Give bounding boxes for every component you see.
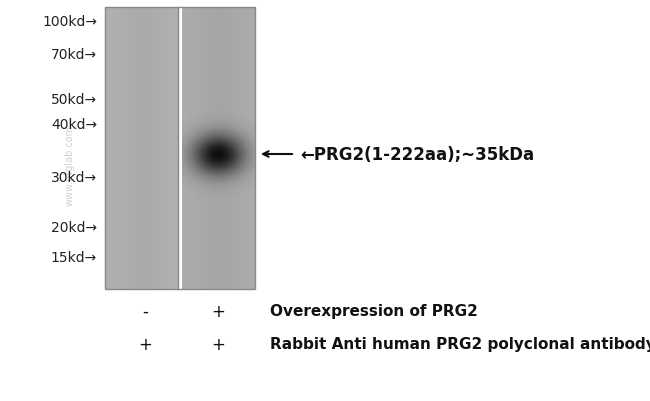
Text: +: + bbox=[138, 335, 152, 353]
Text: 15kd→: 15kd→ bbox=[51, 250, 97, 264]
Text: 50kd→: 50kd→ bbox=[51, 93, 97, 107]
Text: www.ptglab.com: www.ptglab.com bbox=[65, 124, 75, 205]
Text: -: - bbox=[142, 302, 148, 320]
Text: 100kd→: 100kd→ bbox=[42, 15, 97, 29]
Text: 40kd→: 40kd→ bbox=[51, 118, 97, 132]
Text: 20kd→: 20kd→ bbox=[51, 221, 97, 235]
Text: +: + bbox=[211, 335, 225, 353]
Text: 30kd→: 30kd→ bbox=[51, 170, 97, 184]
Text: 70kd→: 70kd→ bbox=[51, 48, 97, 62]
Text: Rabbit Anti human PRG2 polyclonal antibody: Rabbit Anti human PRG2 polyclonal antibo… bbox=[270, 337, 650, 352]
Bar bbox=[105, 8, 255, 289]
Text: ←PRG2(1-222aa);~35kDa: ←PRG2(1-222aa);~35kDa bbox=[300, 146, 534, 164]
Text: +: + bbox=[211, 302, 225, 320]
Text: Overexpression of PRG2: Overexpression of PRG2 bbox=[270, 304, 478, 319]
